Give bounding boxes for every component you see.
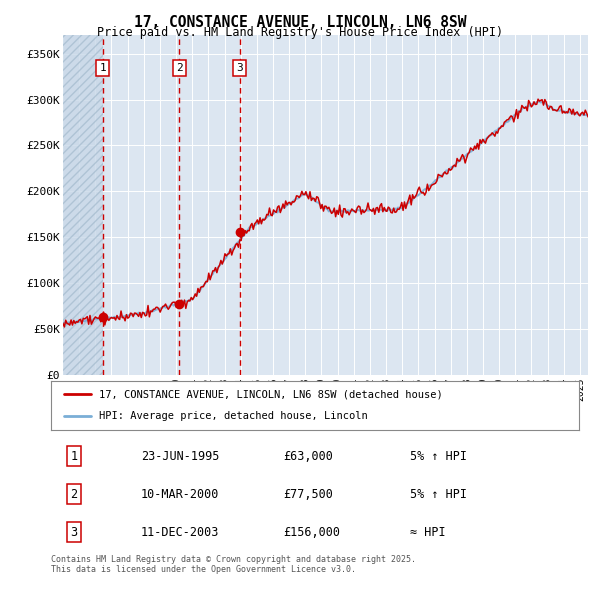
Text: HPI: Average price, detached house, Lincoln: HPI: Average price, detached house, Linc… [98,411,367,421]
Text: 5% ↑ HPI: 5% ↑ HPI [410,450,467,463]
Text: 1: 1 [100,63,106,73]
Text: 17, CONSTANCE AVENUE, LINCOLN, LN6 8SW: 17, CONSTANCE AVENUE, LINCOLN, LN6 8SW [134,15,466,30]
Bar [63,35,103,375]
Text: £156,000: £156,000 [283,526,340,539]
Text: 23-JUN-1995: 23-JUN-1995 [141,450,219,463]
Text: Contains HM Land Registry data © Crown copyright and database right 2025.
This d: Contains HM Land Registry data © Crown c… [51,555,416,574]
Text: 5% ↑ HPI: 5% ↑ HPI [410,487,467,501]
Text: 2: 2 [70,487,77,501]
Text: 1: 1 [70,450,77,463]
Text: 3: 3 [70,526,77,539]
Text: £77,500: £77,500 [283,487,333,501]
Text: 2: 2 [176,63,182,73]
Text: 17, CONSTANCE AVENUE, LINCOLN, LN6 8SW (detached house): 17, CONSTANCE AVENUE, LINCOLN, LN6 8SW (… [98,389,442,399]
Text: Price paid vs. HM Land Registry's House Price Index (HPI): Price paid vs. HM Land Registry's House … [97,26,503,39]
Text: 10-MAR-2000: 10-MAR-2000 [141,487,219,501]
Text: 11-DEC-2003: 11-DEC-2003 [141,526,219,539]
Text: 3: 3 [236,63,243,73]
Text: £63,000: £63,000 [283,450,333,463]
Text: ≈ HPI: ≈ HPI [410,526,446,539]
